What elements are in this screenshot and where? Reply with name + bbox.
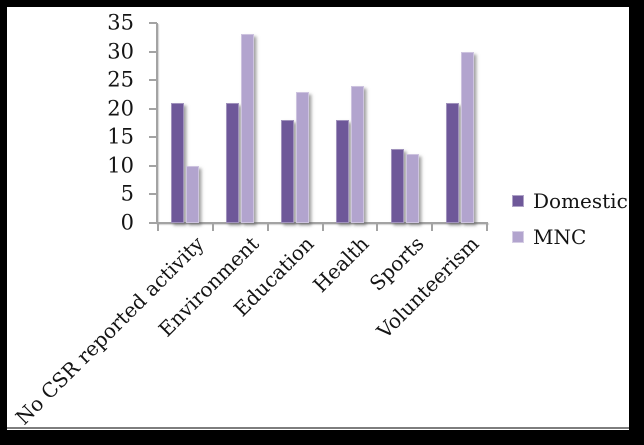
bar-mnc-health	[350, 85, 364, 223]
y-axis-tick-label: 25	[107, 67, 134, 92]
x-axis-tick	[211, 223, 214, 231]
y-axis-tick-label: 5	[120, 181, 134, 206]
bar-domestic-environment	[226, 103, 240, 223]
y-axis-tick	[149, 107, 157, 110]
legend-item-mnc: MNC	[512, 227, 586, 247]
x-axis-tick	[157, 223, 159, 231]
y-axis-line	[156, 23, 158, 224]
y-axis-tick-label: 15	[107, 124, 134, 149]
x-axis-tick	[376, 223, 379, 231]
bar-domestic-health	[335, 120, 349, 223]
y-axis-tick	[149, 193, 157, 196]
legend-item-domestic: Domestic	[512, 191, 628, 211]
y-axis-tick	[149, 164, 157, 167]
bar-domestic-sports	[390, 148, 404, 223]
x-axis-tick	[266, 223, 269, 231]
y-axis-tick	[149, 222, 157, 224]
bottom-rule	[7, 427, 629, 429]
legend-label: Domestic	[533, 189, 628, 213]
y-axis-tick	[149, 22, 157, 24]
y-axis-tick-label: 10	[107, 153, 134, 178]
bar-mnc-sports	[405, 154, 419, 223]
legend-label: MNC	[533, 225, 587, 249]
bar-mnc-education	[296, 91, 310, 223]
x-axis-tick	[431, 223, 434, 231]
chart-canvas: 0 5 10 15 20 25 30 35 No CSR reported activity En…	[7, 7, 629, 430]
bar-mnc-volunteerism	[460, 51, 474, 223]
x-axis-tick	[486, 223, 488, 231]
bar-domestic-no-csr-reported-activity	[171, 103, 185, 223]
legend-swatch-domestic	[512, 195, 524, 207]
x-axis-category-label: Health	[308, 231, 374, 298]
legend-swatch-mnc	[512, 231, 524, 243]
y-axis-tick	[149, 50, 157, 53]
y-axis-tick-label: 30	[107, 39, 134, 64]
bar-domestic-education	[281, 120, 295, 223]
y-axis-tick-label: 0	[120, 210, 134, 235]
y-axis-tick-label: 20	[107, 96, 134, 121]
y-axis-tick	[149, 136, 157, 139]
bar-mnc-no-csr-reported-activity	[186, 165, 200, 223]
y-axis-tick	[149, 79, 157, 82]
y-axis-tick-label: 35	[107, 10, 134, 35]
bar-domestic-volunteerism	[445, 103, 459, 223]
x-axis-tick	[321, 223, 324, 231]
bar-mnc-environment	[241, 34, 255, 223]
